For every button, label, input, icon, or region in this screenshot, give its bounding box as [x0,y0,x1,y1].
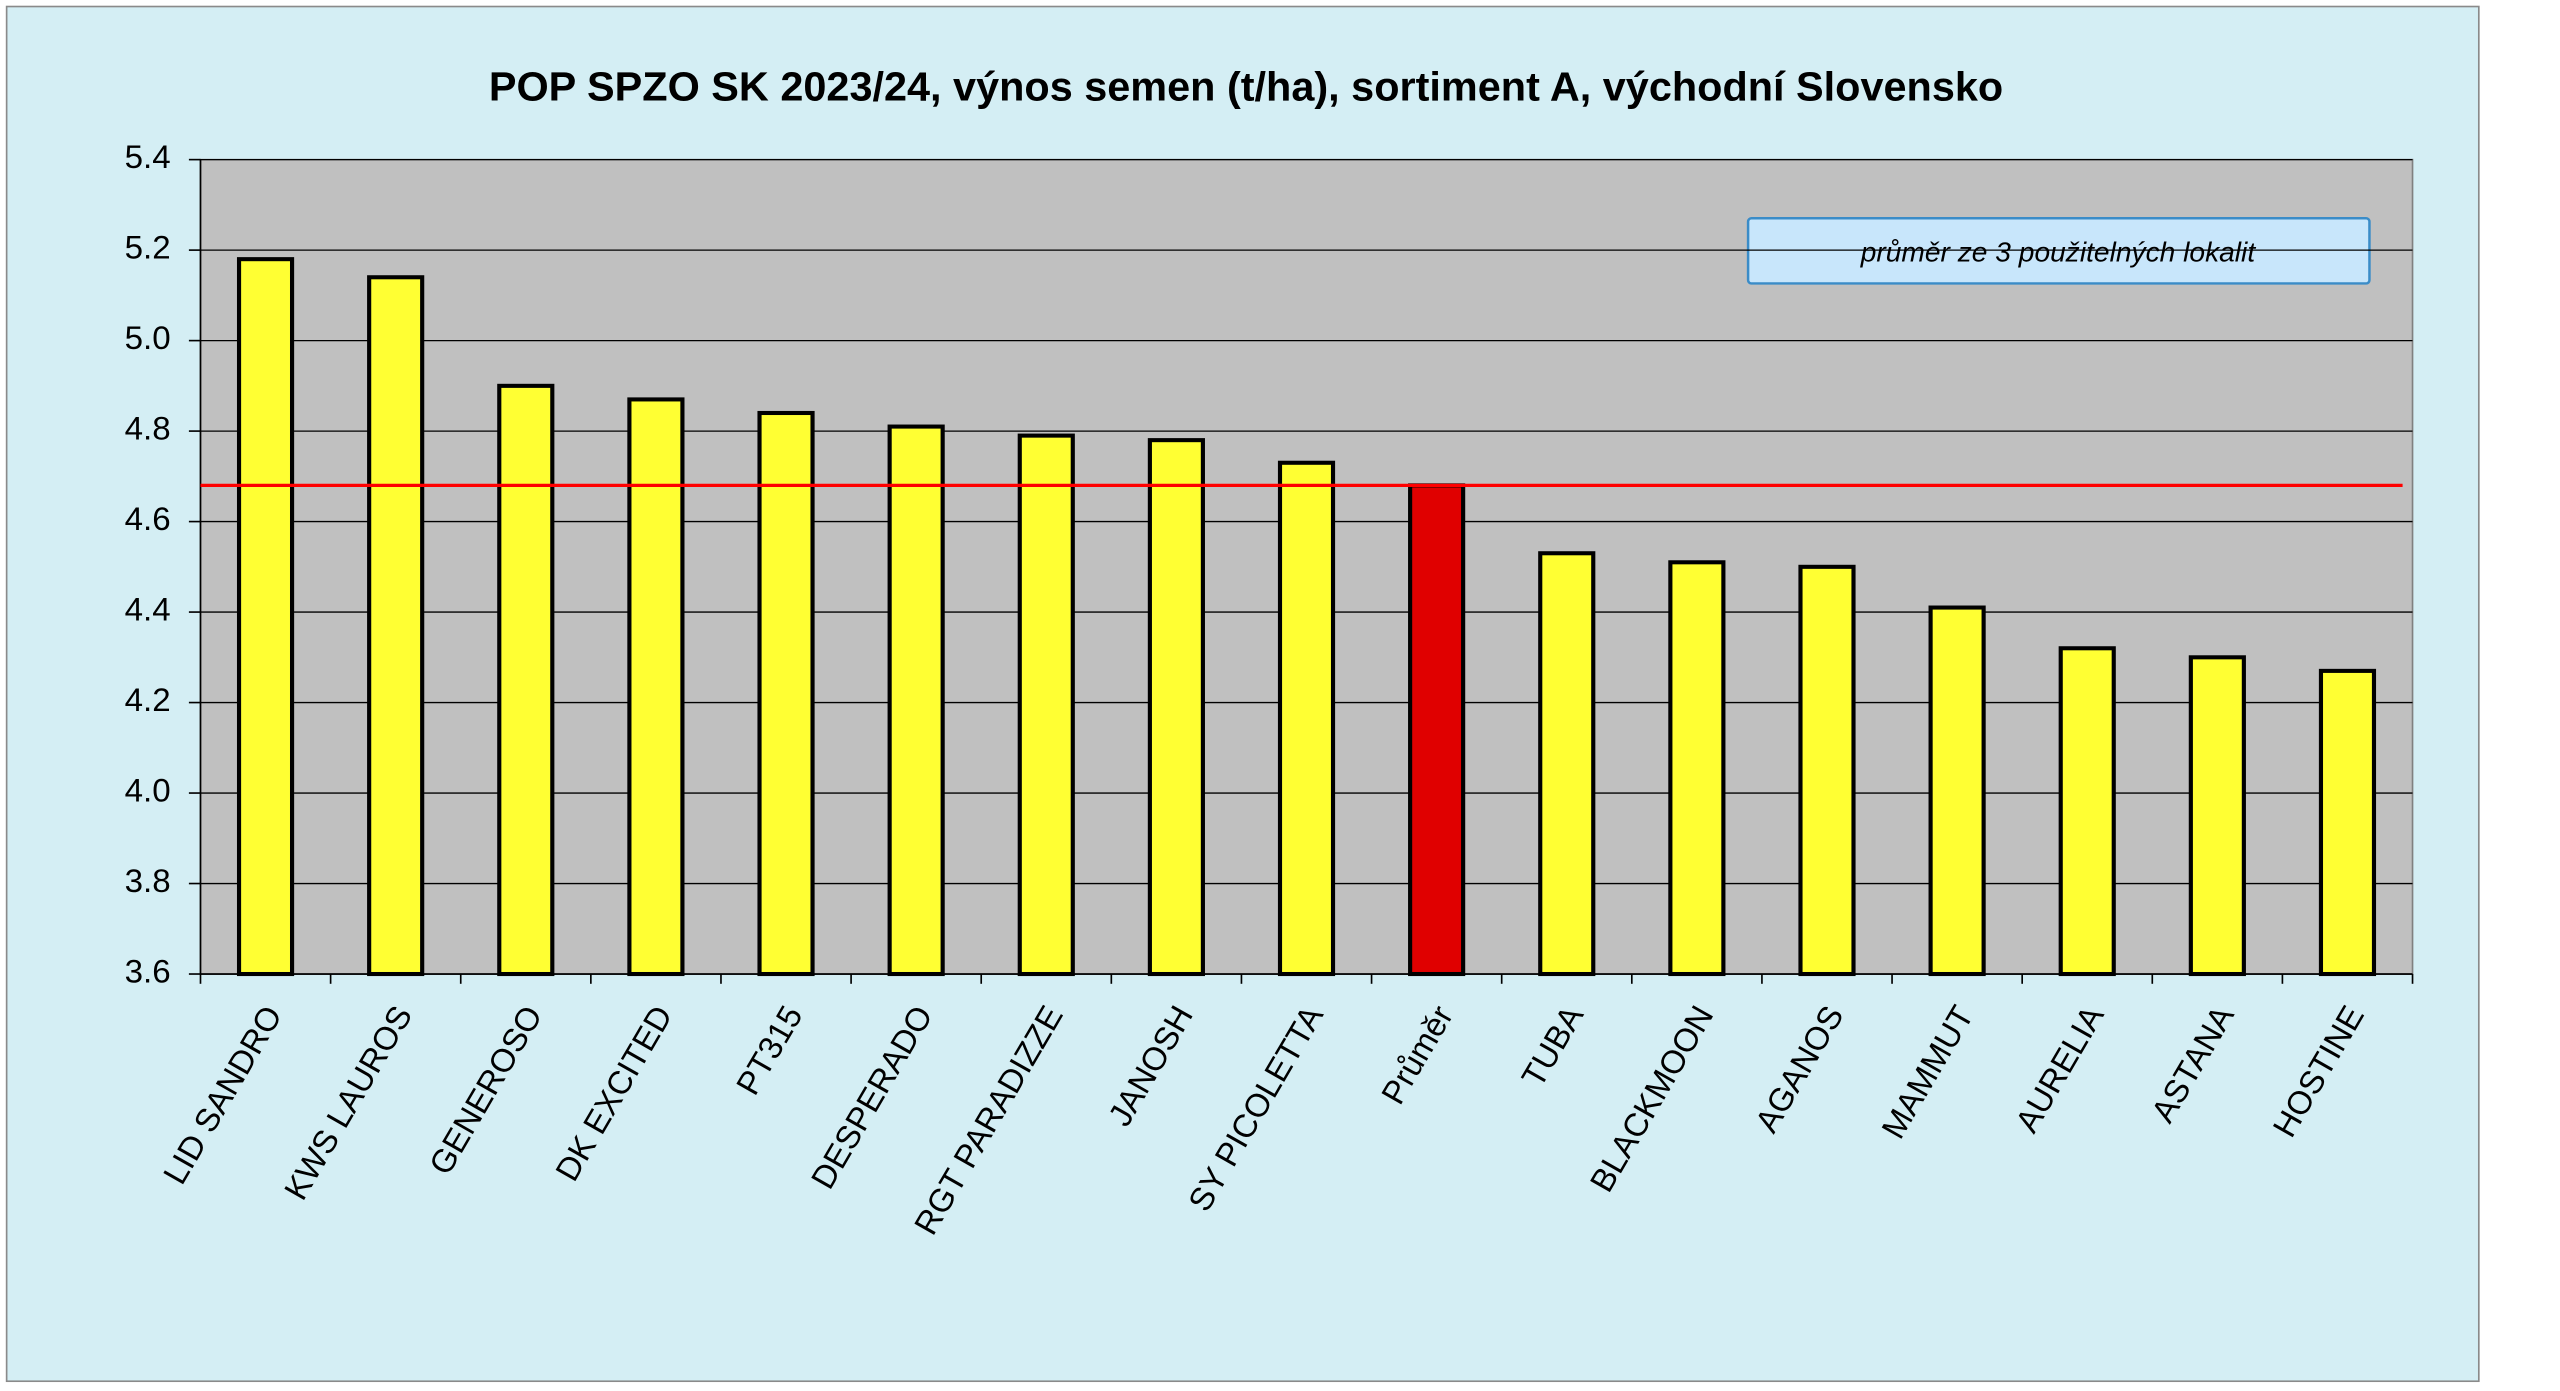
annotation-box [1746,217,2371,285]
bar [1408,483,1466,977]
y-tick-label: 4.0 [125,772,171,809]
bar [2188,655,2246,977]
bar [1668,560,1726,977]
bar [1928,605,1986,977]
bar [1017,433,1075,977]
bar [627,397,685,977]
y-tick-label: 5.4 [125,138,171,175]
annotation: průměr ze 3 použitelných lokalit [1860,237,2257,268]
bar [236,257,295,977]
y-tick-label: 4.4 [125,591,171,628]
y-tick-label: 5.2 [125,229,171,266]
chart-title: POP SPZO SK 2023/24, výnos semen (t/ha),… [489,64,2003,110]
y-tick-label: 3.8 [125,862,171,899]
bar [1147,438,1205,977]
y-tick-label: 5.0 [125,319,171,356]
y-tick-label: 4.2 [125,681,171,718]
bar [1798,564,1856,977]
bar [497,383,555,977]
bar [2318,668,2377,977]
bar [1277,460,1336,977]
bar [887,424,945,977]
y-tick-label: 4.6 [125,500,171,537]
y-tick-label: 4.8 [125,410,171,447]
bar [1538,551,1596,977]
bar [2058,646,2116,977]
bar [757,410,815,977]
y-tick-label: 3.6 [125,953,171,990]
bar [367,275,425,977]
